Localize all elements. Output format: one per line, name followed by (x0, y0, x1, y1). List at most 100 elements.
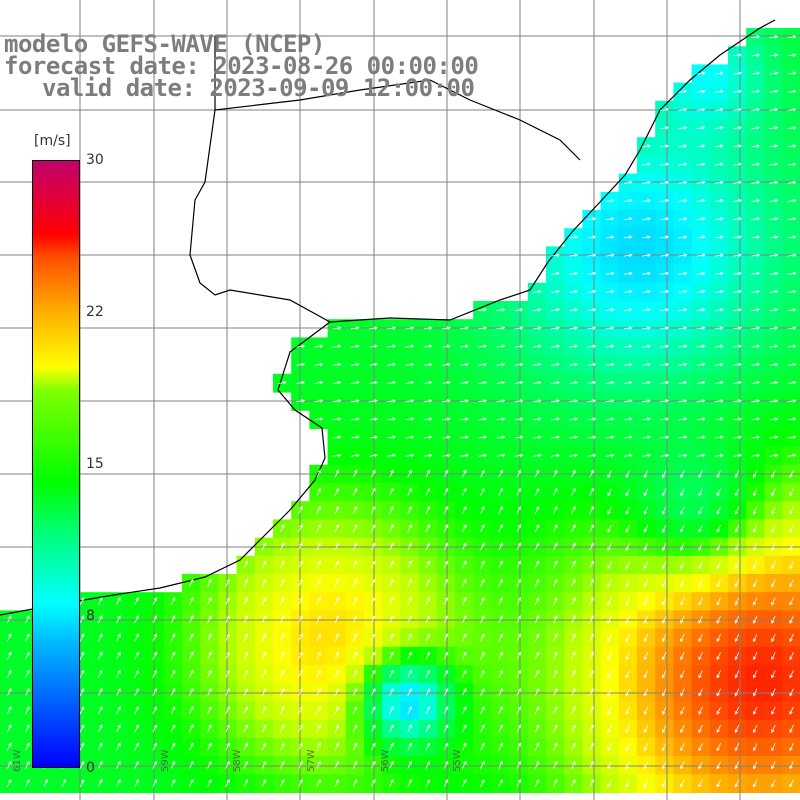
wind-arrow (498, 706, 503, 715)
wind-arrow (569, 308, 579, 312)
wind-speed-cell (382, 665, 401, 684)
wind-arrow (298, 760, 303, 769)
wind-arrow (714, 180, 724, 185)
wind-arrow (423, 435, 433, 440)
wind-speed-cell (436, 737, 456, 757)
wind-arrow (116, 633, 121, 642)
wind-arrow (498, 578, 503, 587)
wind-arrow (571, 651, 576, 660)
wind-arrow (642, 235, 651, 239)
wind-arrow (753, 724, 758, 734)
wind-arrow (407, 596, 412, 606)
wind-arrow (587, 289, 597, 294)
wind-speed-cell (527, 737, 547, 757)
wind-arrow (350, 453, 360, 458)
wind-arrow (733, 89, 742, 94)
wind-arrow (551, 453, 560, 458)
wind-arrow (352, 542, 358, 551)
wind-arrow (660, 107, 670, 112)
wind-arrow (680, 615, 685, 624)
wind-arrow (678, 453, 688, 458)
wind-arrow (316, 578, 321, 587)
wind-arrow (678, 144, 688, 148)
wind-arrow (787, 35, 797, 39)
wind-arrow (569, 271, 579, 276)
wind-arrow (733, 453, 742, 458)
wind-arrow (170, 706, 176, 715)
wind-speed-cell (436, 501, 456, 520)
wind-speed-cell (309, 628, 329, 648)
wind-arrow (6, 669, 12, 678)
wind-arrow (225, 724, 230, 733)
wind-arrow (443, 578, 449, 587)
wind-arrow (170, 724, 176, 733)
wind-speed-cell (400, 483, 420, 502)
wind-speed-cell (145, 719, 165, 739)
wind-arrow (552, 615, 558, 624)
wind-arrow (480, 542, 485, 551)
wind-arrow (789, 761, 794, 770)
wind-arrow (480, 560, 485, 569)
wind-arrow (443, 524, 449, 533)
wind-speed-cell (327, 555, 347, 575)
wind-arrow (589, 687, 594, 697)
wind-arrow (589, 524, 594, 533)
wind-speed-cell (145, 701, 165, 721)
wind-speed-cell (254, 628, 274, 648)
wind-arrow (789, 688, 794, 697)
wind-arrow (188, 706, 194, 715)
wind-arrow (662, 724, 667, 734)
wind-arrow (296, 399, 306, 403)
wind-arrow (496, 453, 506, 458)
wind-arrow (532, 417, 542, 421)
wind-speed-cell (364, 592, 383, 611)
wind-arrow (733, 417, 742, 421)
wind-arrow (407, 687, 412, 697)
wind-arrow (425, 742, 430, 751)
wind-arrow (370, 578, 376, 587)
wind-arrow (423, 344, 433, 349)
wind-arrow (789, 488, 794, 497)
wind-speed-cell (273, 701, 292, 721)
wind-arrow (569, 453, 579, 458)
wind-speed-cell (564, 774, 583, 793)
wind-arrow (480, 760, 485, 769)
wind-arrow (370, 469, 376, 478)
wind-arrow (298, 505, 303, 515)
wind-speed-cell (364, 519, 383, 539)
wind-arrow (569, 380, 579, 385)
wind-arrow (771, 670, 776, 679)
wind-arrow (714, 198, 724, 203)
wind-arrow (642, 344, 651, 349)
wind-arrow (405, 435, 415, 440)
wind-arrow (389, 669, 394, 678)
wind-speed-cell (546, 774, 565, 793)
wind-speed-cell (491, 719, 511, 739)
wind-arrow (316, 487, 321, 496)
wind-arrow (733, 289, 742, 294)
wind-arrow (678, 180, 688, 185)
wind-speed-cell (145, 592, 165, 611)
lon-label: 61W (12, 749, 23, 772)
wind-arrow (625, 542, 630, 552)
wind-arrow (480, 724, 485, 733)
wind-arrow (660, 198, 670, 203)
wind-arrow (207, 596, 212, 606)
wind-arrow (332, 380, 342, 385)
wind-speed-cell (491, 756, 511, 775)
wind-arrow (516, 505, 521, 515)
wind-arrow (734, 597, 740, 606)
wind-speed-cell (145, 646, 165, 666)
wind-arrow (787, 107, 797, 112)
wind-arrow (751, 144, 761, 148)
colorbar-tick: 30 (86, 152, 104, 168)
wind-speed-cell (546, 574, 565, 593)
wind-arrow (662, 579, 667, 588)
wind-arrow (350, 326, 360, 330)
wind-arrow (225, 633, 230, 642)
wind-arrow (334, 633, 339, 642)
wind-arrow (170, 742, 176, 751)
wind-speed-cell (527, 719, 547, 739)
wind-arrow (734, 743, 740, 752)
wind-speed-cell (345, 737, 365, 757)
